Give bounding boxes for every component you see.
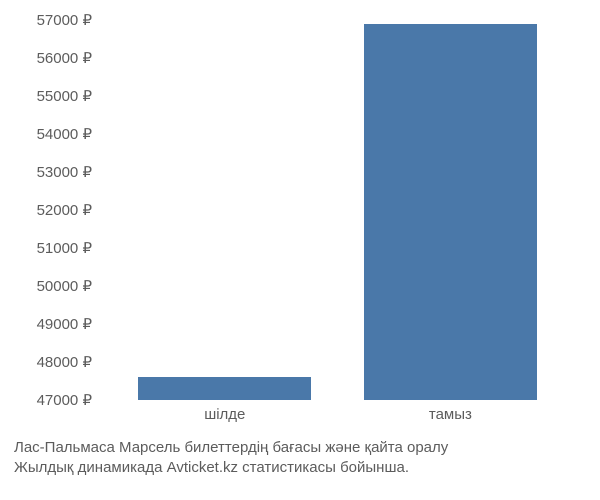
y-tick-label: 51000 ₽ (37, 239, 92, 257)
x-tick-label: тамыз (429, 406, 472, 423)
y-tick-label: 47000 ₽ (37, 391, 92, 409)
y-tick-label: 57000 ₽ (37, 11, 92, 29)
bar (138, 377, 311, 400)
caption-line-1: Лас-Пальмаса Марсель билеттердің бағасы … (14, 438, 590, 458)
price-chart: 47000 ₽ 48000 ₽ 49000 ₽ 50000 ₽ 51000 ₽ 52000… (0, 0, 600, 500)
y-tick-label: 55000 ₽ (37, 87, 92, 105)
y-axis: 47000 ₽48000 ₽49000 ₽50000 ₽51000 ₽52000… (10, 20, 100, 400)
bar (364, 24, 537, 400)
y-tick-label: 49000 ₽ (37, 315, 92, 333)
x-tick-label: шілде (204, 406, 245, 423)
y-tick-label: 52000 ₽ (37, 201, 92, 219)
y-tick-label: 50000 ₽ (37, 277, 92, 295)
y-tick-label: 56000 ₽ (37, 49, 92, 67)
y-tick-label: 53000 ₽ (37, 163, 92, 181)
y-tick-label: 54000 ₽ (37, 125, 92, 143)
chart-caption: Лас-Пальмаса Марсель билеттердің бағасы … (10, 438, 590, 479)
y-tick-label: 48000 ₽ (37, 353, 92, 371)
caption-line-2: Жылдық динамикада Avticket.kz статистика… (14, 458, 590, 478)
plot-area: 47000 ₽48000 ₽49000 ₽50000 ₽51000 ₽52000… (10, 20, 590, 400)
bars-region (100, 20, 580, 400)
x-axis: шілде тамыз (100, 400, 580, 430)
